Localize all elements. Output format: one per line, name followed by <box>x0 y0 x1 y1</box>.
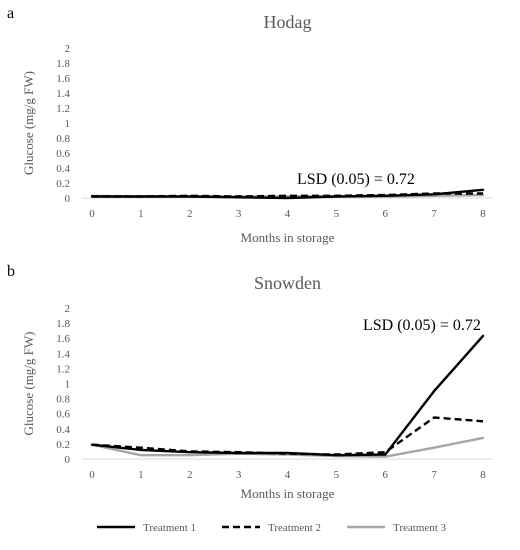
y-tick-label: 0.6 <box>56 148 70 160</box>
y-tick-label: 1.6 <box>56 333 70 345</box>
x-tick-label: 3 <box>236 208 242 220</box>
x-tick-label: 5 <box>334 208 340 220</box>
legend: Treatment 1 Treatment 2 Treatment 3 <box>97 522 447 534</box>
series-line-treatment-2 <box>91 416 484 456</box>
y-tick-label: 1.4 <box>56 88 70 100</box>
x-tick-label: 0 <box>89 208 95 220</box>
y-tick-label: 1.4 <box>56 348 70 360</box>
y-tick-label: 1 <box>65 379 71 391</box>
chart-title: Snowden <box>254 273 321 293</box>
y-tick-label: 0.2 <box>56 178 70 190</box>
y-tick-label: 0 <box>65 193 71 205</box>
legend-label: Treatment 3 <box>393 522 447 534</box>
y-tick-label: 0 <box>65 454 71 466</box>
y-axis-label: Glucose (mg/g FW) <box>21 332 36 436</box>
y-tick-label: 2 <box>65 43 71 55</box>
x-tick-label: 2 <box>187 208 193 220</box>
y-tick-label: 0.4 <box>56 163 70 175</box>
y-tick-label: 1.2 <box>56 103 70 115</box>
series-line-treatment-3 <box>90 436 485 458</box>
lsd-annotation: LSD (0.05) = 0.72 <box>363 317 481 334</box>
chart-title: Hodag <box>264 12 312 32</box>
x-tick-label: 4 <box>285 208 291 220</box>
y-tick-label: 0.2 <box>56 439 70 451</box>
y-tick-label: 1.8 <box>56 58 70 70</box>
x-tick-label: 7 <box>431 208 437 220</box>
x-tick-label: 2 <box>187 469 193 481</box>
y-tick-label: 0.6 <box>56 409 70 421</box>
y-tick-label: 0.8 <box>56 133 70 145</box>
y-tick-label: 1.8 <box>56 318 70 330</box>
x-tick-label: 6 <box>383 469 389 481</box>
x-axis-label: Months in storage <box>241 230 335 245</box>
chart-panel-a: a Hodag 0 0.2 0.4 0.6 0.8 1 1.2 1.4 1.6 1.8 2 0 1 2 3 4 5 6… <box>7 5 493 245</box>
x-tick-label: 1 <box>138 469 144 481</box>
x-tick-label: 5 <box>334 469 340 481</box>
legend-label: Treatment 2 <box>268 522 321 534</box>
series-line-treatment-1 <box>90 334 485 457</box>
lsd-annotation: LSD (0.05) = 0.72 <box>297 171 415 188</box>
chart-panel-b: b Snowden 0 0.2 0.4 0.6 0.8 1 1.2 1.4 1.6 1.8 2 0 1 2 3 4… <box>7 263 493 501</box>
y-tick-label: 1 <box>65 118 71 130</box>
x-tick-label: 4 <box>285 469 291 481</box>
x-tick-label: 8 <box>480 208 486 220</box>
x-tick-label: 0 <box>89 469 95 481</box>
legend-item-treatment-3: Treatment 3 <box>347 522 447 534</box>
y-tick-label: 1.2 <box>56 363 70 375</box>
x-tick-label: 7 <box>431 469 437 481</box>
y-tick-label: 0.4 <box>56 424 70 436</box>
y-tick-label: 1.6 <box>56 73 70 85</box>
x-tick-label: 1 <box>138 208 144 220</box>
x-tick-label: 3 <box>236 469 242 481</box>
legend-label: Treatment 1 <box>143 522 196 534</box>
panel-letter: a <box>7 5 14 22</box>
x-tick-label: 6 <box>383 208 389 220</box>
legend-item-treatment-2: Treatment 2 <box>222 522 321 534</box>
legend-item-treatment-1: Treatment 1 <box>97 522 196 534</box>
y-tick-label: 0.8 <box>56 394 70 406</box>
series-line-treatment-1 <box>90 188 485 200</box>
x-axis-label: Months in storage <box>241 486 335 501</box>
x-tick-label: 8 <box>480 469 486 481</box>
y-axis-label: Glucose (mg/g FW) <box>21 71 36 175</box>
y-tick-label: 2 <box>65 303 71 315</box>
panel-letter: b <box>7 263 15 280</box>
chart-panels: a Hodag 0 0.2 0.4 0.6 0.8 1 1.2 1.4 1.6 1.8 2 0 1 2 3 4 5 6… <box>7 5 493 501</box>
